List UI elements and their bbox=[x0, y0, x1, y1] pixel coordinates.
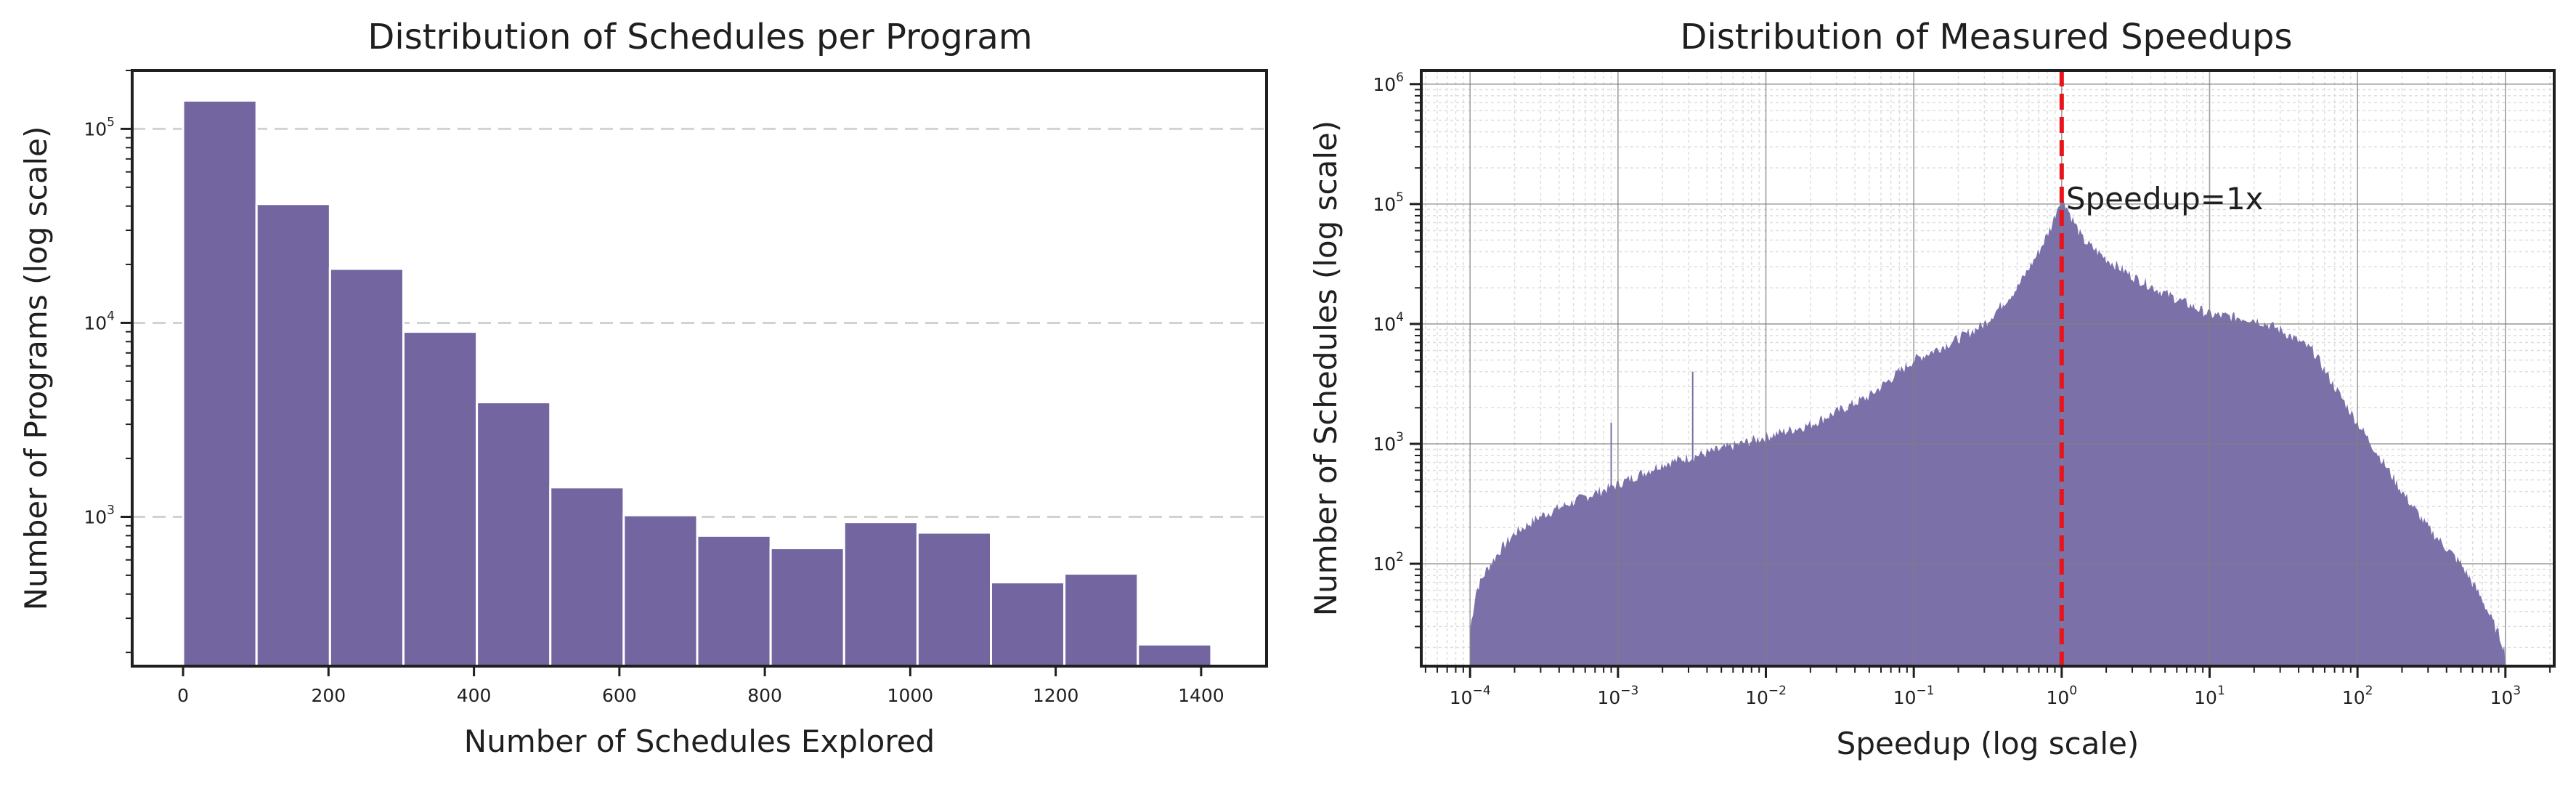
chart1-frame bbox=[131, 69, 1268, 668]
chart2-y-tick-label: 105 bbox=[1373, 190, 1404, 215]
chart1-x-tick-label: 0 bbox=[177, 685, 189, 706]
chart1-bar bbox=[476, 401, 552, 668]
chart1-y-label: Number of Programs (log scale) bbox=[18, 126, 54, 611]
chart2-x-tick-label: 10−3 bbox=[1597, 684, 1638, 708]
chart2-y-tick-label: 104 bbox=[1373, 310, 1404, 335]
chart2-x-ticks: 10−4 10−3 10−2 10−1 100 101 102 103 bbox=[1424, 666, 2551, 708]
chart1-y-ticks: 103 104 105 bbox=[84, 70, 132, 654]
chart2-y-tick-label: 102 bbox=[1373, 550, 1404, 575]
chart1-bar bbox=[990, 581, 1066, 668]
chart1-bar bbox=[1063, 572, 1139, 668]
chart1-x-tick-label: 1200 bbox=[1033, 685, 1079, 706]
chart1-x-tick-label: 200 bbox=[311, 685, 346, 706]
chart1-x-tick-label: 1000 bbox=[887, 685, 934, 706]
measured-speedups-chart: Distribution of Measured Speedups Speedu… bbox=[1308, 17, 2556, 761]
chart1-x-tick-label: 800 bbox=[747, 685, 782, 706]
chart1-bar bbox=[549, 486, 625, 668]
chart1-bar bbox=[842, 521, 919, 668]
chart2-x-tick-label: 10−1 bbox=[1893, 684, 1935, 708]
chart2-x-label: Speedup (log scale) bbox=[1837, 726, 2140, 761]
chart1-x-tick-label: 1400 bbox=[1178, 685, 1224, 706]
chart2-distribution bbox=[1470, 194, 2506, 666]
chart1-bars bbox=[182, 99, 1213, 668]
speedup-reference-label: Speedup=1x bbox=[2066, 181, 2264, 216]
chart1-x-tick-label: 400 bbox=[457, 685, 492, 706]
chart2-frame bbox=[1420, 69, 2556, 668]
chart2-y-tick-label: 106 bbox=[1373, 70, 1404, 95]
chart1-bar bbox=[402, 331, 479, 668]
chart2-x-tick-label: 102 bbox=[2342, 684, 2373, 708]
chart1-y-tick-label: 103 bbox=[84, 503, 115, 527]
chart1-bar bbox=[916, 531, 993, 668]
chart1-bar bbox=[255, 203, 331, 668]
chart2-x-tick-label: 10−4 bbox=[1450, 684, 1491, 708]
chart1-y-tick-label: 104 bbox=[84, 309, 115, 333]
chart2-title: Distribution of Measured Speedups bbox=[1681, 17, 2293, 57]
chart1-bar bbox=[328, 267, 405, 668]
schedules-per-program-chart: Distribution of Schedules per Program 0 2… bbox=[18, 17, 1268, 759]
chart1-x-ticks: 0 200 400 600 800 1000 1200 1400 bbox=[177, 666, 1224, 706]
chart2-y-tick-label: 103 bbox=[1373, 430, 1404, 455]
chart1-bar bbox=[182, 99, 258, 668]
chart2-major-gridlines bbox=[1421, 70, 2554, 666]
chart1-x-tick-label: 600 bbox=[602, 685, 637, 706]
chart2-y-label: Number of Schedules (log scale) bbox=[1308, 121, 1344, 617]
chart1-y-tick-label: 105 bbox=[84, 115, 115, 139]
chart2-y-ticks: 102 103 104 105 106 bbox=[1373, 70, 1421, 649]
chart2-x-tick-label: 103 bbox=[2490, 684, 2521, 708]
chart2-x-tick-label: 100 bbox=[2047, 684, 2078, 708]
chart1-x-label: Number of Schedules Explored bbox=[464, 724, 935, 759]
chart1-bar bbox=[622, 514, 699, 668]
chart1-bar bbox=[696, 534, 772, 668]
chart1-bar bbox=[1137, 643, 1213, 668]
chart2-x-tick-label: 101 bbox=[2194, 684, 2225, 708]
chart1-bar bbox=[769, 547, 845, 668]
chart1-title: Distribution of Schedules per Program bbox=[367, 17, 1032, 57]
chart2-area bbox=[1470, 194, 2506, 666]
chart2-x-tick-label: 10−2 bbox=[1745, 684, 1787, 708]
